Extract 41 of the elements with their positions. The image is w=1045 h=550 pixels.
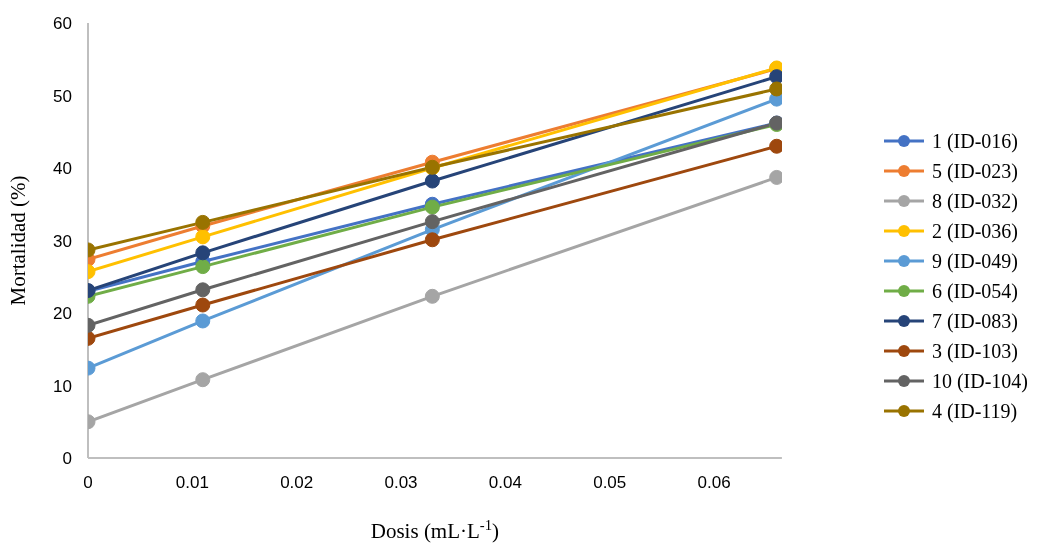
y-tick-label: 50 [53,86,72,106]
legend-label: 1 (ID-016) [931,128,1018,155]
y-tick-label: 40 [53,159,72,179]
legend-label: 5 (ID-023) [931,158,1018,185]
x-tick-label: 0.04 [488,473,522,493]
x-tick-label: 0 [83,473,93,493]
legend-label: 8 (ID-032) [931,188,1018,215]
point [195,245,211,261]
legend-label: 6 (ID-054) [931,278,1018,305]
point [769,138,782,154]
y-tick-label: 20 [53,304,72,324]
legend-label: 10 (ID-104) [931,368,1028,395]
point [195,313,211,329]
x-tick-label: 0.03 [384,473,418,493]
y-tick-label: 30 [53,231,72,251]
x-tick-label: 0.06 [697,473,731,493]
point [769,69,782,85]
point [424,173,440,189]
legend-label: 9 (ID-049) [931,248,1018,275]
y-tick-label: 0 [62,449,72,469]
point [424,232,440,248]
legend-label: 2 (ID-036) [931,218,1018,245]
legend-label: 4 (ID-119) [931,398,1018,425]
point [195,259,211,275]
point [195,214,211,230]
y-tick-label: 60 [53,14,72,34]
point [195,372,211,388]
point [195,282,211,298]
y-tick-label: 10 [53,376,72,396]
point [195,297,211,313]
legend-label: 3 (ID-103) [931,338,1018,365]
x-tick-label: 0.01 [175,473,209,493]
point [769,81,782,97]
legend-label: 7 (ID-083) [931,308,1018,335]
point [769,169,782,185]
point [424,214,440,230]
point [424,288,440,304]
y-axis-title: Mortalidad (%) [6,175,31,306]
x-tick-label: 0.02 [280,473,314,493]
x-tick-label: 0.05 [593,473,627,493]
x-axis-title: Dosis (mL·L$^{-1}$) [370,517,500,543]
